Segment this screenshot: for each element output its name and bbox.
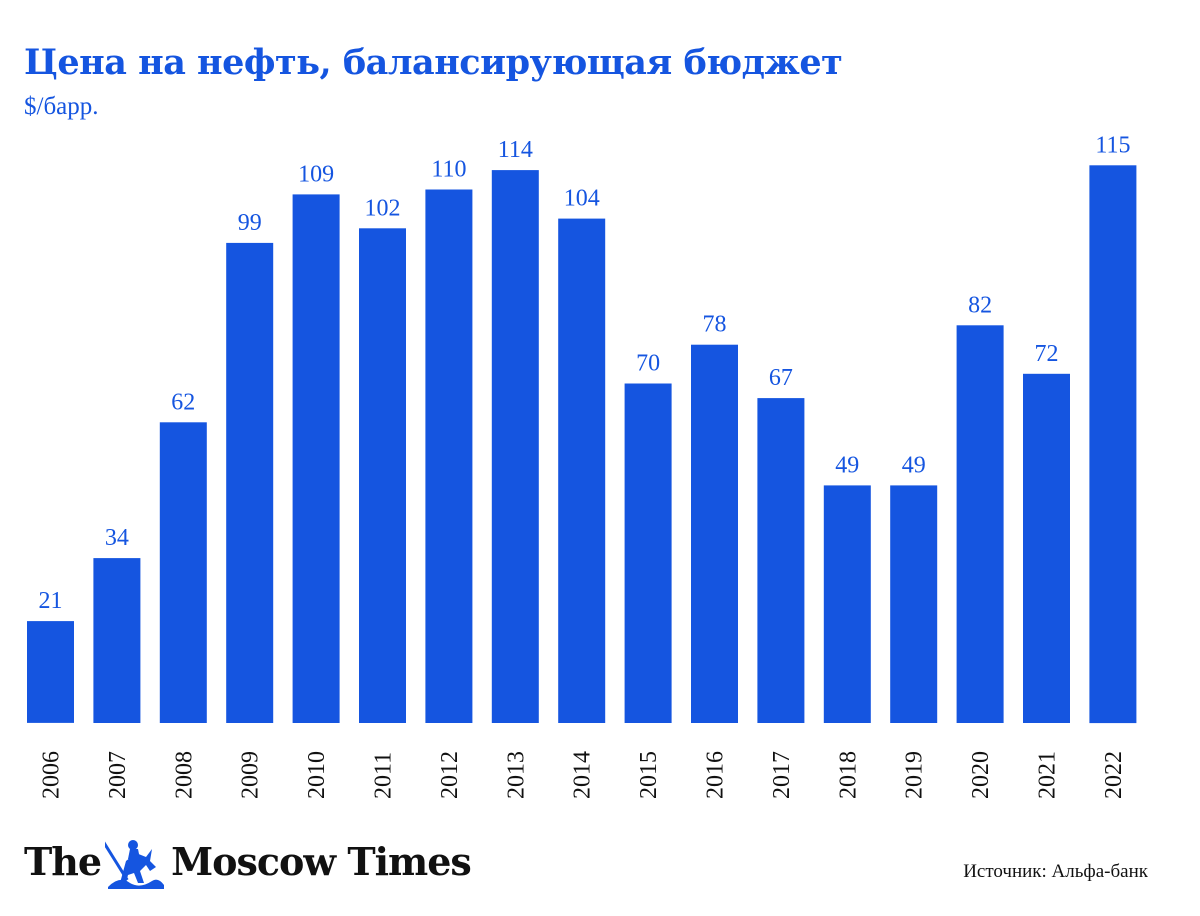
value-label-2015: 70 (636, 351, 660, 377)
bar-chart: 21 34 62 99 109 102 110 114 104 70 78 67 49 49 82 72 115… (27, 132, 1137, 799)
value-label-2021: 72 (1035, 341, 1059, 367)
bar-2011 (359, 228, 406, 724)
x-tick-label-2006: 2006 (39, 751, 65, 799)
value-label-2009: 99 (238, 210, 262, 236)
value-label-2018: 49 (835, 452, 859, 478)
value-labels-group: 21 34 62 99 109 102 110 114 104 70 78 67 49 49 82 72 115 (39, 132, 1131, 614)
x-tick-label-2018: 2018 (835, 751, 861, 799)
bar-2015 (624, 383, 672, 723)
value-label-2022: 115 (1095, 132, 1130, 158)
bar-2014 (558, 218, 606, 723)
bar-2009 (226, 242, 274, 723)
bar-2019 (890, 485, 938, 723)
bar-2021 (1023, 373, 1070, 723)
x-tick-label-2010: 2010 (304, 751, 330, 799)
value-label-2012: 110 (431, 157, 466, 183)
logo-text-the: The (24, 838, 102, 884)
bar-2018 (823, 485, 871, 723)
bar-2006 (27, 621, 74, 723)
x-tick-label-2017: 2017 (769, 751, 795, 799)
bar-2022 (1089, 165, 1137, 724)
x-tick-label-2016: 2016 (703, 751, 729, 799)
bar-2016 (691, 344, 738, 723)
value-label-2008: 62 (171, 389, 195, 415)
bars-group (27, 165, 1137, 724)
x-tick-label-2013: 2013 (503, 751, 529, 799)
bar-2020 (956, 325, 1004, 723)
x-tick-label-2008: 2008 (171, 751, 197, 799)
value-label-2014: 104 (564, 186, 600, 212)
bar-2008 (159, 422, 207, 723)
value-label-2019: 49 (902, 452, 926, 478)
chart-subtitle: $/барр. (24, 93, 99, 120)
bar-2010 (292, 194, 340, 723)
bar-2007 (93, 558, 141, 723)
x-tick-label-2012: 2012 (437, 751, 463, 799)
brand-logo[interactable]: The Moscow Times (24, 826, 472, 896)
logo-text-moscow-times: Moscow Times (171, 838, 472, 884)
value-label-2010: 109 (298, 161, 334, 187)
x-tick-label-2015: 2015 (636, 751, 662, 799)
x-tick-label-2007: 2007 (105, 751, 131, 799)
value-label-2013: 114 (498, 137, 533, 163)
value-label-2017: 67 (769, 365, 793, 391)
x-tick-label-2014: 2014 (570, 751, 596, 799)
x-tick-label-2021: 2021 (1035, 751, 1061, 799)
x-tick-label-2009: 2009 (238, 751, 264, 799)
value-label-2020: 82 (968, 292, 992, 318)
value-label-2016: 78 (703, 312, 727, 338)
bar-2013 (491, 170, 539, 724)
bar-2017 (757, 398, 805, 723)
value-label-2011: 102 (365, 195, 401, 221)
x-axis-tick-labels: 2006 2007 2008 2009 2010 2011 2012 2013 2014 2015… (39, 751, 1127, 799)
x-tick-label-2022: 2022 (1101, 751, 1127, 799)
x-tick-label-2020: 2020 (968, 751, 994, 799)
x-tick-label-2019: 2019 (902, 751, 928, 799)
value-label-2007: 34 (105, 525, 129, 551)
source-note: Источник: Альфа-банк (963, 861, 1148, 882)
chart-title: Цена на нефть, балансирующая бюджет (24, 42, 843, 83)
x-tick-label-2011: 2011 (371, 752, 397, 799)
st-george-dragon-icon (105, 840, 165, 889)
value-label-2006: 21 (39, 588, 63, 614)
bar-2012 (425, 189, 473, 723)
